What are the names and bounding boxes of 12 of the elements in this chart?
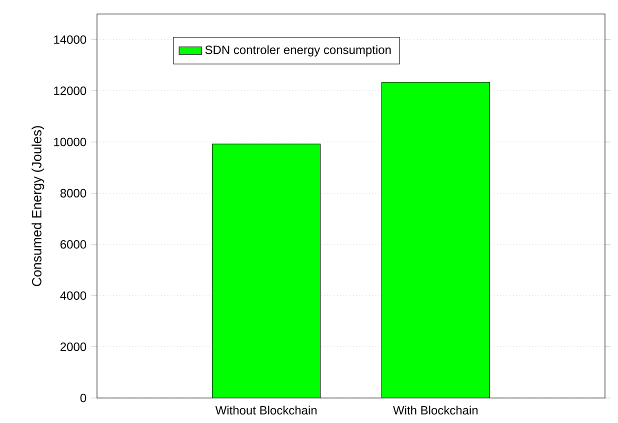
- legend-label: SDN controler energy consumption: [205, 45, 391, 56]
- y-tick-label: 0: [80, 394, 86, 402]
- y-tick-label: 12000: [54, 86, 86, 96]
- y-tick-label: 10000: [54, 138, 86, 146]
- x-tick-label: With Blockchain: [393, 406, 478, 415]
- y-tick-label: 2000: [60, 342, 86, 352]
- y-axis-title: Consumed Energy (Joules): [32, 126, 44, 286]
- y-tick-label: 6000: [60, 240, 86, 249]
- x-tick-label: Without Blockchain: [215, 406, 317, 415]
- y-tick-label: 8000: [60, 188, 86, 198]
- y-tick-label: 4000: [60, 291, 86, 300]
- y-tick-label: 14000: [54, 35, 86, 44]
